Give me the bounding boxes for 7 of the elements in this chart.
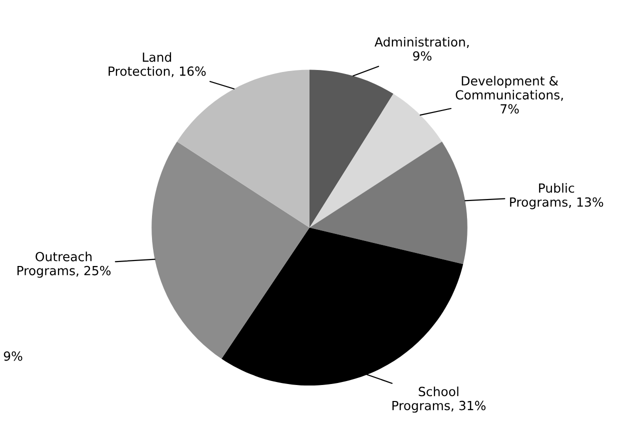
- slice-label: Development & Communications, 7%: [456, 76, 563, 114]
- slice-label: School Programs, 31%: [392, 386, 486, 413]
- slice-label: Public Programs, 13%: [510, 183, 604, 210]
- slice-label: Land Protection, 16%: [108, 52, 206, 78]
- text: 9%: [4, 351, 22, 361]
- slice-label: Administration, 9%: [374, 37, 469, 61]
- slice-label: Outreach Programs, 25%: [17, 252, 111, 278]
